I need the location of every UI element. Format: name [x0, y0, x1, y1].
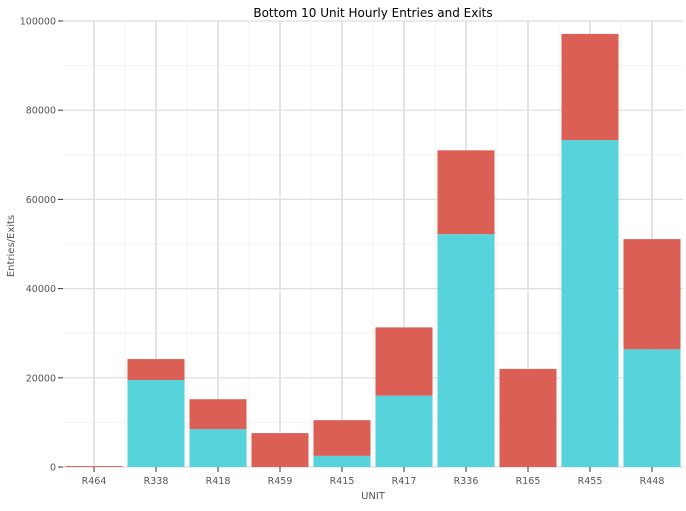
bar-r336-series-2 — [437, 150, 495, 235]
bar-r418-series-2 — [189, 399, 247, 430]
bar-r448-series-1 — [623, 349, 681, 467]
bar-r464-series-2 — [65, 466, 123, 467]
chart-title: Bottom 10 Unit Hourly Entries and Exits — [253, 6, 492, 20]
bar-r455-series-2 — [561, 33, 619, 141]
bar-r417-series-1 — [375, 395, 433, 467]
x-tick-label: R455 — [578, 476, 603, 487]
y-tick-label: 60000 — [26, 195, 56, 206]
bars — [65, 33, 681, 467]
x-tick-label: R338 — [144, 476, 169, 487]
axes: 0 20000 40000 60000 80000 100000 R464 R338 R418 R… — [20, 17, 665, 488]
y-tick-label: 100000 — [20, 17, 56, 28]
x-tick-label: R459 — [268, 476, 293, 487]
x-tick-label: R417 — [392, 476, 417, 487]
bar-r417-series-2 — [375, 327, 433, 396]
x-tick-label: R448 — [640, 476, 665, 487]
bar-r336-series-1 — [437, 234, 495, 467]
y-tick-label: 20000 — [26, 373, 56, 384]
bar-r448-series-2 — [623, 239, 681, 350]
y-tick-label: 40000 — [26, 284, 56, 295]
bar-r415-series-1 — [313, 455, 371, 467]
bar-r338-series-2 — [127, 359, 185, 381]
bar-r415-series-2 — [313, 420, 371, 456]
y-tick-label: 80000 — [26, 106, 56, 117]
x-axis-label: UNIT — [361, 491, 386, 502]
x-tick-label: R415 — [330, 476, 355, 487]
bar-r459-series-2 — [251, 433, 309, 467]
y-axis-label: Entries/Exits — [6, 215, 17, 277]
bar-r418-series-1 — [189, 429, 247, 467]
bar-r165-series-2 — [499, 368, 557, 467]
y-tick-label: 0 — [50, 463, 56, 474]
bar-r455-series-1 — [561, 140, 619, 467]
bar-r338-series-1 — [127, 380, 185, 467]
x-tick-label: R336 — [454, 476, 479, 487]
x-tick-label: R464 — [82, 476, 107, 487]
x-tick-label: R418 — [206, 476, 231, 487]
x-tick-label: R165 — [516, 476, 541, 487]
